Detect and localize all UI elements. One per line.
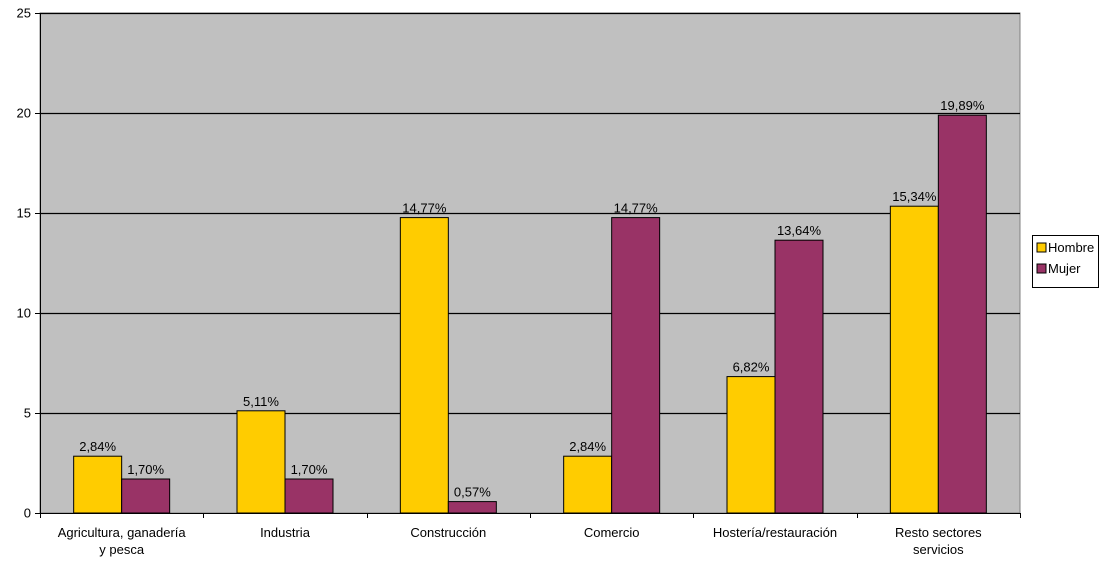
legend-swatch [1036, 242, 1047, 253]
bar-mujer [284, 478, 334, 514]
data-label: 2,84% [569, 439, 606, 454]
x-category-label: y pesca [99, 542, 145, 557]
data-label: 14,77% [402, 201, 447, 216]
x-category-label: Agricultura, ganadería [58, 525, 187, 540]
legend: Hombre Mujer [1032, 235, 1099, 288]
bar-hombre [889, 205, 939, 514]
data-label: 2,84% [79, 439, 116, 454]
legend-label: Hombre [1048, 240, 1094, 255]
bar-mujer [447, 501, 497, 514]
plot-area [39, 12, 1021, 514]
data-label: 5,11% [243, 394, 279, 409]
x-category-label: Industria [260, 525, 311, 540]
data-label: 1,70% [291, 462, 328, 477]
data-label: 0,57% [454, 485, 491, 500]
bar-mujer [937, 114, 987, 514]
bar-hombre [399, 217, 449, 514]
x-category-label: Construcción [410, 525, 486, 540]
x-category-label: Hostería/restauración [713, 525, 837, 540]
x-category-label: Resto sectores [895, 525, 982, 540]
data-label: 14,77% [614, 201, 659, 216]
legend-label: Mujer [1048, 261, 1081, 276]
x-category-label: servicios [913, 542, 964, 557]
bar-hombre [563, 455, 613, 514]
bar-hombre [726, 376, 776, 514]
x-category-label: Comercio [584, 525, 640, 540]
bar-hombre [236, 410, 286, 514]
bar-mujer [774, 239, 824, 514]
data-label: 15,34% [892, 189, 937, 204]
bar-mujer [121, 478, 171, 514]
data-label: 19,89% [940, 98, 985, 113]
data-label: 13,64% [777, 223, 822, 238]
y-tick-label: 20 [17, 106, 31, 121]
data-label: 1,70% [127, 462, 164, 477]
y-tick-label: 15 [17, 206, 31, 221]
bar-mujer [611, 217, 661, 514]
data-labels: 2,84% 5,11% 14,77% 2,84% 6,82% 15,34% 1,70% 1,7… [79, 98, 985, 499]
data-label: 6,82% [733, 360, 770, 375]
legend-swatch [1036, 263, 1047, 274]
y-tick-label: 0 [24, 506, 31, 521]
bar-hombre [73, 455, 123, 514]
legend-box [1032, 235, 1099, 288]
y-axis: 0 5 10 15 20 25 [17, 6, 41, 521]
y-tick-label: 10 [17, 306, 31, 321]
y-tick-label: 25 [17, 6, 31, 21]
y-tick-label: 5 [24, 406, 31, 421]
bars [73, 114, 987, 514]
x-axis: Agricultura, ganadería y pesca Industria Co… [40, 513, 1021, 557]
gridlines [40, 12, 1020, 415]
